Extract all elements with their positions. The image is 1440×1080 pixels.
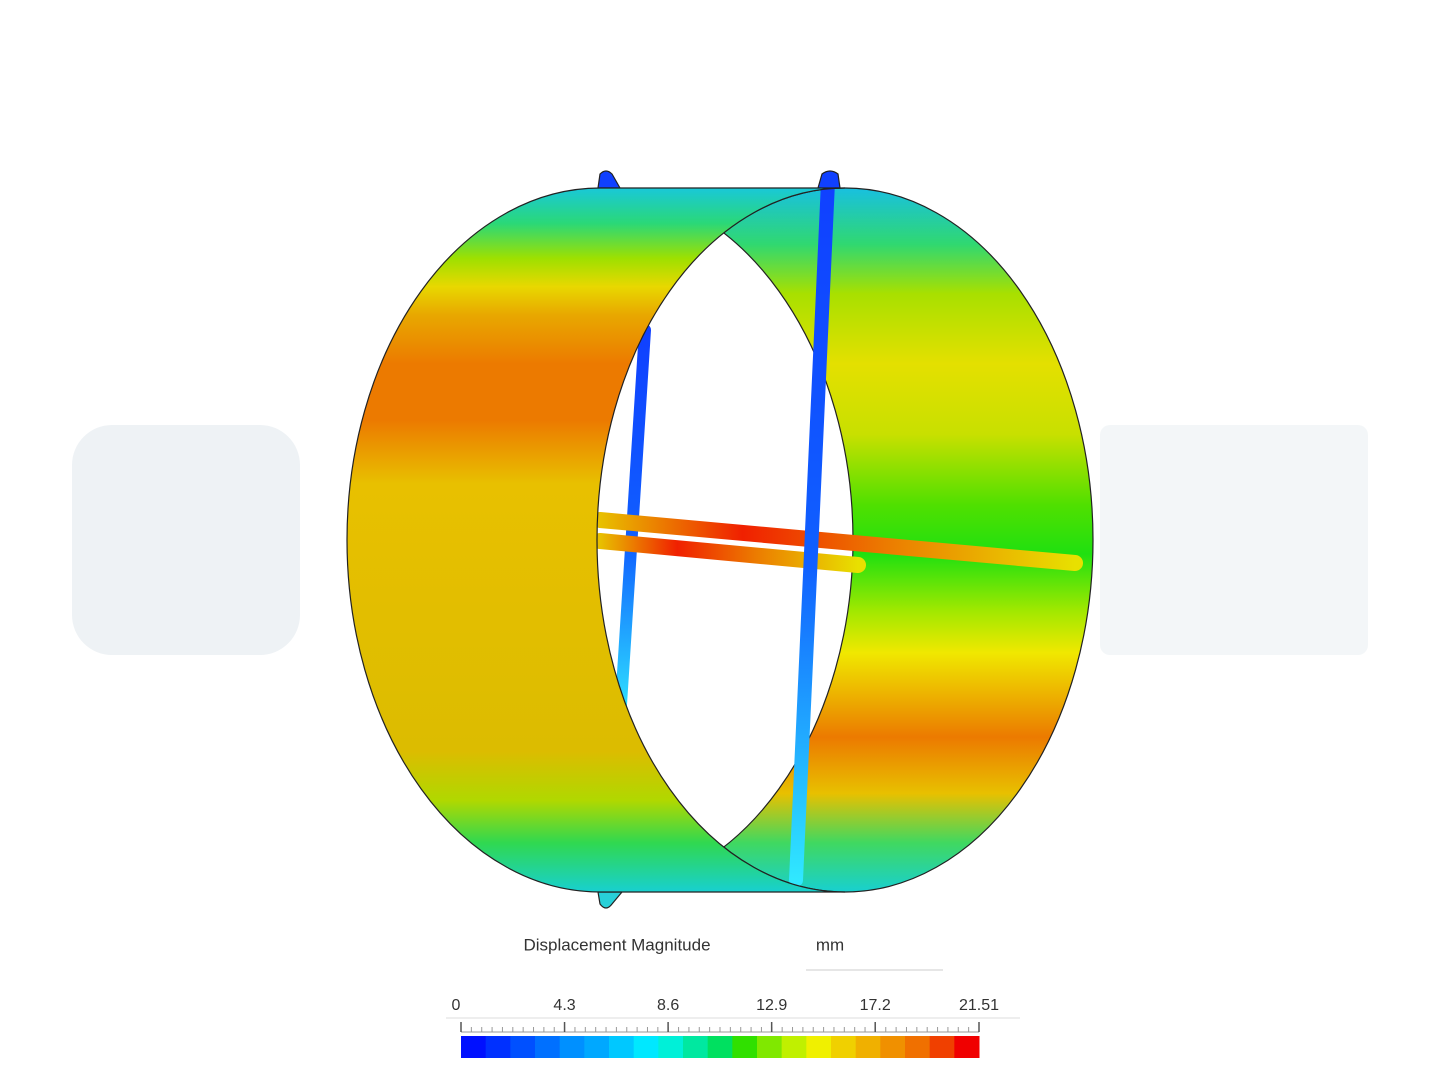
rod bbox=[592, 512, 1083, 571]
bracket bbox=[597, 891, 624, 909]
model bbox=[346, 170, 1094, 909]
colorbar-band bbox=[559, 1036, 585, 1058]
colorbar-band bbox=[658, 1036, 684, 1058]
tick-label: 0 bbox=[452, 997, 461, 1014]
colorbar-band bbox=[732, 1036, 758, 1058]
tick-label: 8.6 bbox=[657, 997, 679, 1014]
colorbar-band bbox=[806, 1036, 832, 1058]
colorbar-band bbox=[954, 1036, 980, 1058]
colorbar-band bbox=[485, 1036, 511, 1058]
colorbar-band bbox=[609, 1036, 635, 1058]
colorbar-band bbox=[880, 1036, 906, 1058]
tick-label: 4.3 bbox=[553, 997, 575, 1014]
colorbar-band bbox=[781, 1036, 807, 1058]
colorbar-band bbox=[757, 1036, 783, 1058]
rod bbox=[789, 175, 835, 887]
watermark bbox=[72, 425, 1368, 655]
colorbar-band bbox=[683, 1036, 709, 1058]
tick-label: 12.9 bbox=[756, 997, 787, 1014]
colorbar-band bbox=[831, 1036, 857, 1058]
colorbar-band bbox=[855, 1036, 881, 1058]
legend-title: Displacement Magnitude bbox=[523, 935, 710, 954]
legend-unit[interactable]: mm bbox=[816, 935, 844, 954]
tick-label: 21.51 bbox=[959, 997, 999, 1014]
colorbar-band bbox=[633, 1036, 659, 1058]
outer-wall bbox=[346, 187, 846, 893]
colorbar-band bbox=[929, 1036, 955, 1058]
colorbar-band bbox=[707, 1036, 733, 1058]
bracket bbox=[597, 170, 622, 189]
colorbar-band bbox=[461, 1036, 487, 1058]
tick-label: 17.2 bbox=[860, 997, 891, 1014]
colorbar-band bbox=[535, 1036, 561, 1058]
colorbar-band bbox=[510, 1036, 536, 1058]
colorbar-band bbox=[584, 1036, 610, 1058]
colorbar-band bbox=[905, 1036, 931, 1058]
